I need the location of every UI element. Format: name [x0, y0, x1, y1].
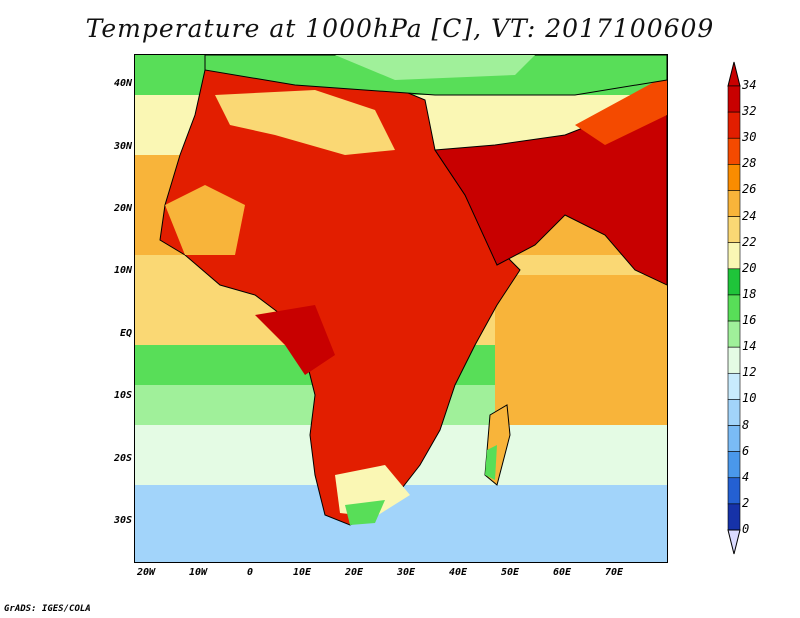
colorbar-segment — [727, 451, 741, 479]
colorbar-tick-label: 18 — [742, 286, 757, 301]
colorbar-tick-label: 2 — [742, 495, 750, 510]
colorbar-tick-label: 4 — [742, 469, 750, 484]
credit-text: GrADS: IGES/COLA — [4, 604, 91, 614]
colorbar-segment — [727, 190, 741, 217]
colorbar-tick-label: 34 — [742, 78, 757, 92]
colorbar-tick-label: 14 — [742, 339, 757, 354]
colorbar-tick-label: 20 — [742, 260, 757, 275]
colorbar-segment — [727, 242, 741, 270]
cape-green — [345, 500, 385, 525]
lon-label-30e: 30E — [396, 567, 416, 578]
colorbar-tick-label: 6 — [742, 443, 750, 458]
colorbar-segment — [727, 372, 741, 400]
colorbar-under-triangle — [727, 529, 741, 555]
lat-label-30n: 30N — [113, 141, 132, 152]
temperature-map — [135, 55, 667, 562]
colorbar-segment — [727, 111, 741, 139]
colorbar-segment — [727, 216, 741, 244]
central-africa-hot — [255, 305, 335, 375]
colorbar-tick-label: 12 — [742, 365, 757, 380]
colorbar-segment — [727, 477, 741, 505]
lat-label-10s: 10S — [113, 390, 132, 401]
colorbar-tick-label: 32 — [742, 104, 757, 119]
colorbar-tick-label: 0 — [742, 522, 750, 536]
lon-label-20e: 20E — [344, 567, 364, 578]
colorbar-tick-label: 22 — [742, 234, 757, 249]
colorbar — [727, 61, 741, 555]
lon-label-10w: 10W — [188, 567, 208, 578]
colorbar-segment — [727, 399, 741, 426]
colorbar-tick-label: 28 — [742, 156, 757, 171]
lat-label-10n: 10N — [113, 265, 132, 276]
central-asia-warm — [575, 75, 667, 145]
colorbar-tick-label: 10 — [742, 391, 757, 406]
colorbar-segment — [727, 164, 741, 191]
colorbar-segment — [727, 268, 741, 296]
sahara-north-cooler — [215, 90, 395, 155]
lat-label-40n: 40N — [113, 78, 132, 89]
lon-label-0: 0 — [246, 567, 254, 578]
colorbar-tick-label: 16 — [742, 313, 757, 328]
colorbar-tick-label: 30 — [742, 130, 757, 145]
colorbar-over-triangle — [727, 61, 741, 87]
colorbar-segment — [727, 425, 741, 452]
map-plot-area — [134, 54, 668, 563]
lat-label-20s: 20S — [113, 453, 132, 464]
indian-ocean-warm — [495, 275, 667, 425]
europe-cooler — [335, 55, 535, 80]
colorbar-segment — [727, 294, 741, 322]
colorbar-tick-label: 8 — [742, 417, 750, 432]
lat-label-30s: 30S — [113, 515, 132, 526]
colorbar-segment — [727, 137, 741, 165]
colorbar-segment — [727, 320, 741, 348]
madagascar-east-green — [485, 445, 497, 480]
colorbar-segment — [727, 346, 741, 374]
lon-label-20w: 20W — [136, 567, 156, 578]
lon-label-70e: 70E — [604, 567, 624, 578]
lon-label-50e: 50E — [500, 567, 520, 578]
lon-label-60e: 60E — [552, 567, 572, 578]
colorbar-segment — [727, 85, 741, 113]
lon-label-10e: 10E — [292, 567, 312, 578]
colorbar-tick-label: 26 — [742, 182, 757, 197]
colorbar-tick-label: 24 — [742, 208, 757, 223]
lat-label-20n: 20N — [113, 203, 132, 214]
lon-label-40e: 40E — [448, 567, 468, 578]
colorbar-segment — [727, 503, 741, 531]
map-title: Temperature at 1000hPa [C], VT: 20171006… — [85, 14, 715, 43]
lat-label-eq: EQ — [119, 328, 132, 339]
west-sahara-warm — [165, 185, 245, 255]
